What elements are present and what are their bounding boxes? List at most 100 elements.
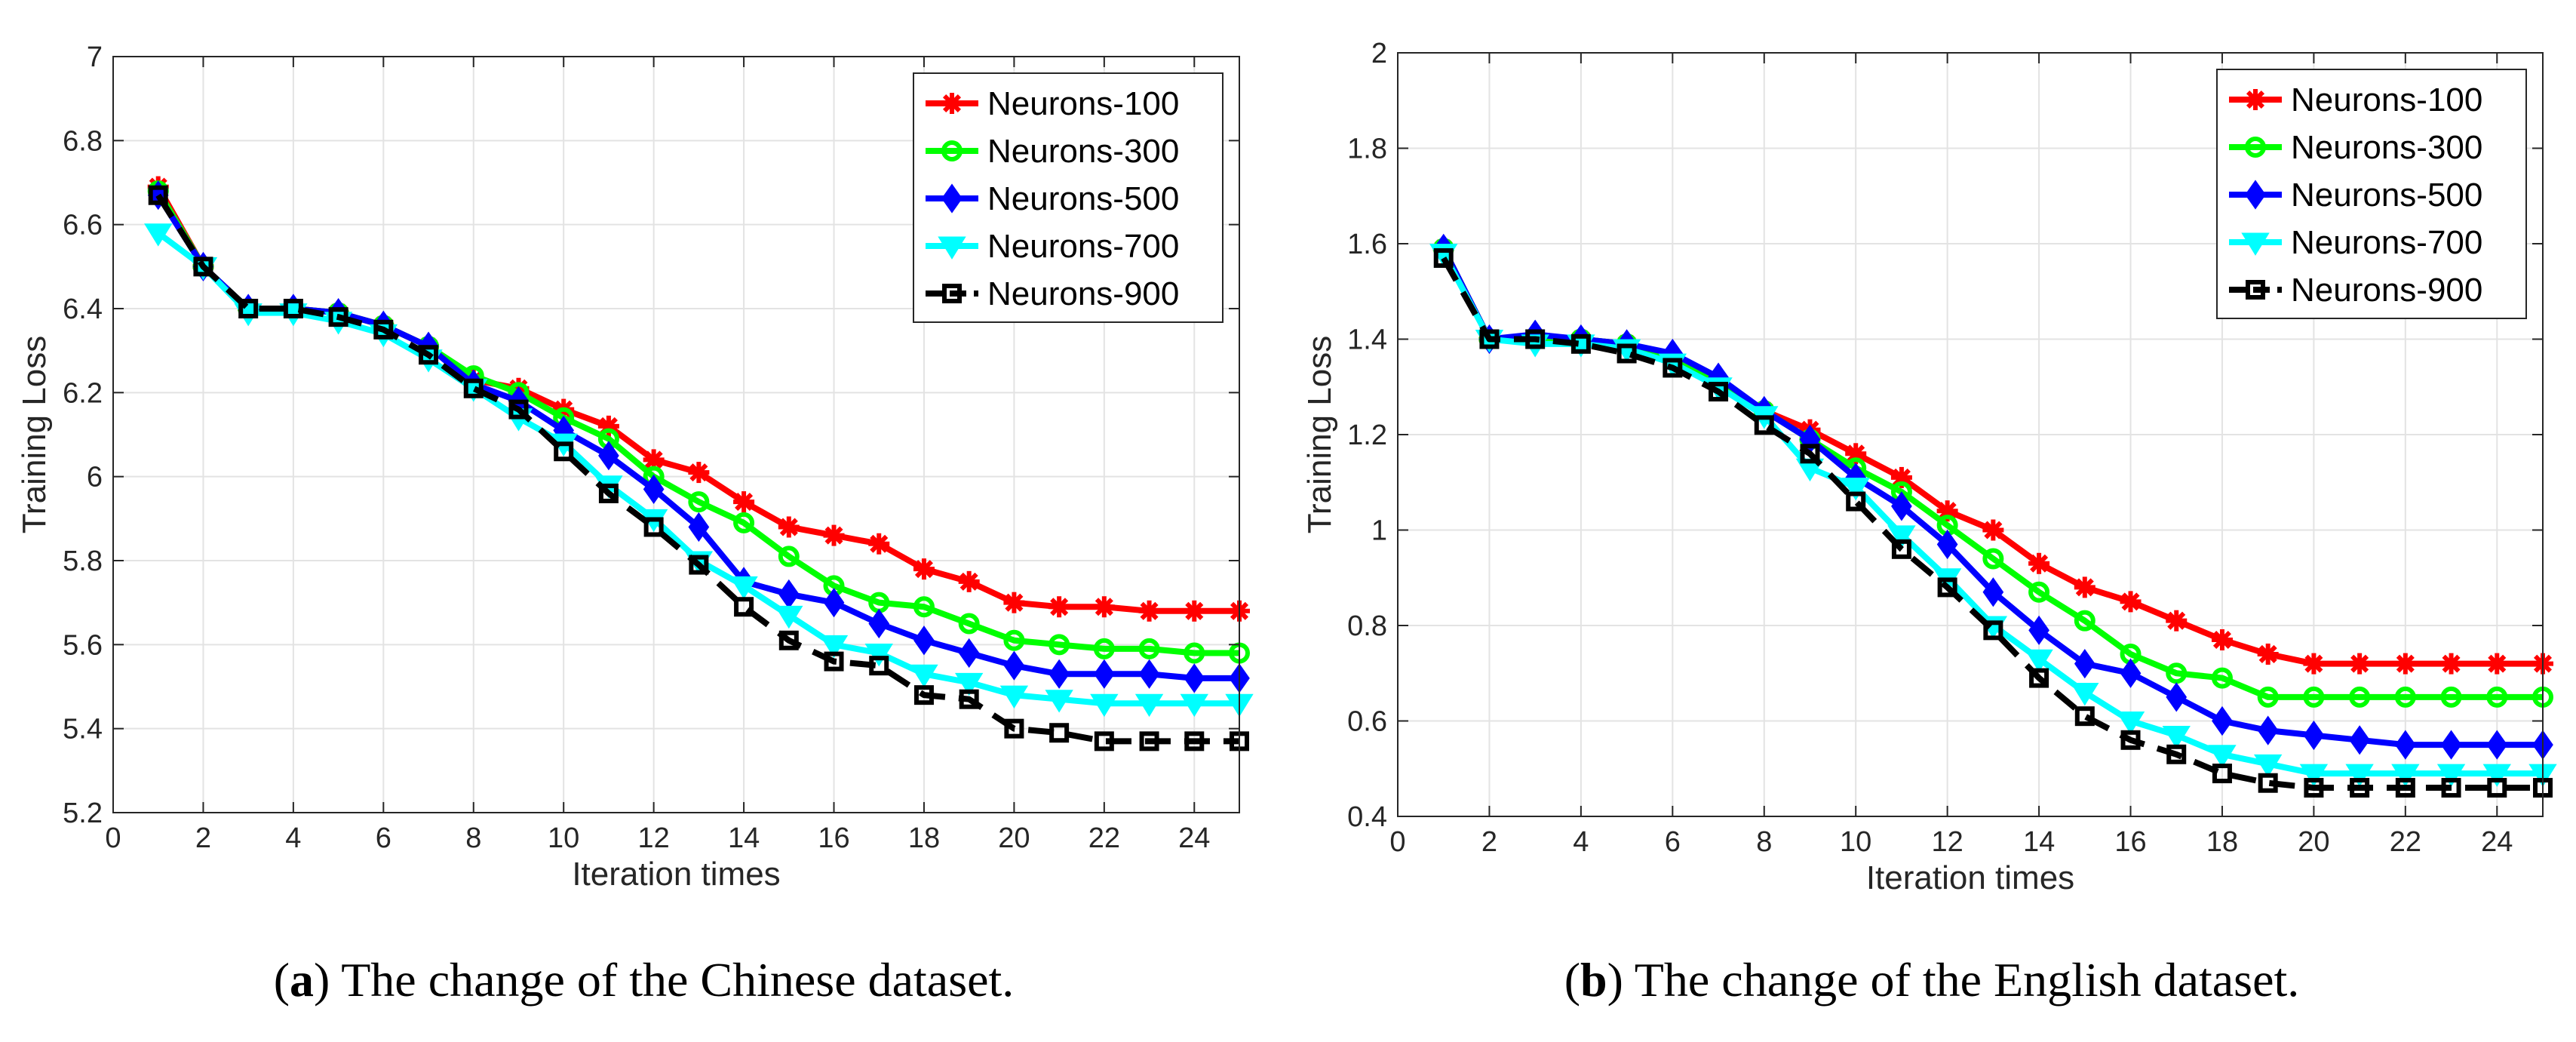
- data-point: [2028, 552, 2050, 574]
- data-point: [2304, 778, 2324, 798]
- chart-b-canvas: 0 2 4 6 8 10 12 14 16 18 20 22 240.40.60.811.21.41.6…: [1301, 38, 2557, 896]
- data-point: [2162, 725, 2191, 749]
- data-point: [463, 378, 484, 398]
- legend-item: Neurons-100: [2229, 81, 2482, 118]
- data-point: [775, 605, 803, 629]
- data-point: [958, 570, 980, 592]
- y-tick-label: 7: [87, 41, 103, 73]
- y-tick-label: 1.2: [1347, 420, 1387, 451]
- x-tick-label: 0: [1389, 826, 1405, 858]
- legend-swatch-marker: [941, 183, 963, 214]
- data-point: [2166, 744, 2187, 764]
- x-tick-label: 2: [1481, 826, 1497, 858]
- data-point: [643, 474, 665, 504]
- data-point: [913, 558, 935, 580]
- data-point: [2208, 745, 2237, 768]
- data-point: [2391, 764, 2420, 787]
- series-neurons-900: [148, 185, 1249, 752]
- data-point: [2166, 662, 2188, 684]
- data-point: [193, 257, 213, 277]
- legend-item: Neurons-900: [2229, 272, 2482, 309]
- data-point: [868, 608, 890, 639]
- data-point: [1570, 334, 1591, 354]
- data-point: [2303, 720, 2325, 751]
- legend-swatch-marker: [941, 93, 963, 114]
- data-point: [1045, 690, 1073, 713]
- data-point: [688, 491, 710, 513]
- y-tick-label: 6.2: [63, 377, 103, 409]
- x-tick-label: 0: [105, 822, 121, 854]
- data-point: [823, 524, 845, 546]
- legend-swatch-marker: [2245, 180, 2266, 210]
- data-point: [1754, 415, 1774, 435]
- legend-label: Neurons-900: [2291, 272, 2482, 309]
- x-axis-label: Iteration times: [1866, 859, 2074, 896]
- data-point: [2441, 778, 2461, 798]
- data-point: [688, 462, 710, 484]
- x-tick-label: 12: [1931, 826, 1963, 858]
- data-point: [1138, 638, 1160, 659]
- x-tick-label: 20: [998, 822, 1030, 854]
- y-tick-label: 6: [87, 462, 103, 493]
- data-point: [778, 630, 799, 650]
- legend: Neurons-100 Neurons-300 Neurons-500 Neurons…: [913, 72, 1224, 323]
- axes-box: [112, 56, 1240, 813]
- data-point: [778, 516, 800, 538]
- data-point: [2166, 682, 2188, 712]
- data-point: [1180, 693, 1208, 718]
- y-tick-label: 5.8: [63, 546, 103, 577]
- data-point: [1094, 731, 1114, 752]
- x-tick-label: 8: [1756, 826, 1772, 858]
- data-point: [1184, 642, 1205, 664]
- data-point: [2395, 730, 2416, 760]
- data-point: [328, 307, 348, 327]
- x-tick-label: 6: [376, 822, 391, 854]
- data-point: [554, 441, 574, 462]
- caption-a-letter: a: [290, 953, 315, 1007]
- data-point: [1049, 659, 1070, 689]
- data-point: [283, 299, 303, 318]
- data-point: [2440, 686, 2462, 708]
- data-point: [1003, 629, 1025, 651]
- data-point: [689, 555, 709, 575]
- data-point: [1138, 659, 1160, 689]
- data-point: [2116, 712, 2145, 735]
- x-tick-label: 18: [908, 822, 940, 854]
- y-tick-label: 2: [1371, 38, 1387, 69]
- x-tick-label: 20: [2298, 826, 2329, 858]
- data-point: [2258, 773, 2278, 793]
- data-point: [2299, 764, 2329, 787]
- x-axis-label: Iteration times: [572, 856, 780, 893]
- data-point: [2349, 653, 2371, 675]
- data-point: [1982, 548, 2004, 570]
- data-point: [1982, 577, 2004, 607]
- data-point: [1049, 723, 1070, 743]
- y-tick-label: 6.8: [63, 125, 103, 157]
- data-point: [688, 512, 710, 543]
- x-tick-label: 24: [1178, 822, 1210, 854]
- data-point: [1090, 693, 1119, 718]
- legend-label: Neurons-700: [987, 228, 1179, 265]
- data-point: [2394, 686, 2416, 708]
- data-point: [2486, 653, 2508, 675]
- data-point: [2074, 648, 2095, 679]
- data-point: [1663, 358, 1683, 378]
- data-point: [1982, 519, 2004, 541]
- legend-label: Neurons-700: [2291, 224, 2482, 261]
- data-point: [2486, 730, 2508, 760]
- data-point: [2349, 725, 2370, 755]
- x-tick-label: 4: [1573, 826, 1589, 858]
- data-point: [2440, 730, 2462, 760]
- data-point: [2120, 730, 2141, 750]
- data-point: [1049, 596, 1070, 618]
- x-tick-label: 8: [465, 822, 481, 854]
- data-point: [238, 299, 259, 318]
- legend-label: Neurons-500: [987, 180, 1179, 217]
- data-point: [958, 638, 980, 669]
- y-tick-label: 1.8: [1347, 134, 1387, 165]
- data-point: [913, 626, 935, 656]
- legend-label: Neurons-500: [2291, 177, 2482, 214]
- caption-b: (b) The change of the English dataset.: [1564, 953, 2300, 1007]
- x-tick-label: 22: [1088, 822, 1120, 854]
- x-tick-label: 14: [2023, 826, 2055, 858]
